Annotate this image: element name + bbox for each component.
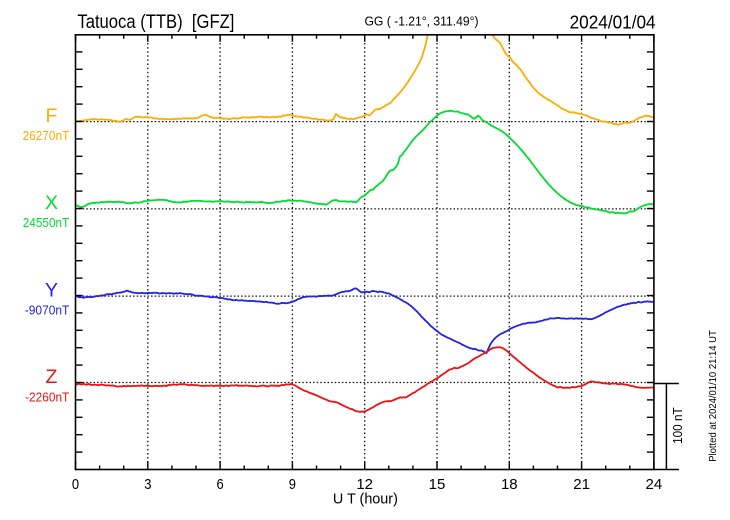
- svg-text:F: F: [46, 105, 58, 127]
- svg-text:-9070nT: -9070nT: [25, 303, 70, 318]
- svg-text:24550nT: 24550nT: [23, 215, 70, 230]
- svg-text:2024/01/04: 2024/01/04: [570, 12, 656, 32]
- svg-text:12: 12: [356, 476, 373, 493]
- svg-text:24: 24: [646, 476, 663, 493]
- svg-text:U T (hour): U T (hour): [333, 491, 398, 508]
- svg-text:6: 6: [217, 476, 224, 493]
- svg-text:-2260nT: -2260nT: [25, 389, 69, 404]
- svg-text:Z: Z: [46, 366, 58, 388]
- svg-text:Plotted at 2024/01/10 21:14 UT: Plotted at 2024/01/10 21:14 UT: [708, 330, 719, 462]
- svg-text:Y: Y: [45, 279, 58, 301]
- svg-text:3: 3: [144, 476, 151, 493]
- svg-text:X: X: [45, 192, 58, 214]
- svg-text:21: 21: [573, 476, 590, 493]
- svg-text:18: 18: [501, 476, 518, 493]
- svg-text:15: 15: [429, 476, 446, 493]
- svg-text:9: 9: [289, 476, 296, 493]
- svg-text:0: 0: [72, 476, 79, 493]
- svg-text:GG ( -1.21°, 311.49°): GG ( -1.21°, 311.49°): [365, 14, 479, 28]
- svg-text:Tatuoca (TTB) [GFZ]: Tatuoca (TTB) [GFZ]: [77, 12, 234, 33]
- svg-text:100 nT: 100 nT: [670, 407, 685, 444]
- svg-text:26270nT: 26270nT: [23, 128, 70, 143]
